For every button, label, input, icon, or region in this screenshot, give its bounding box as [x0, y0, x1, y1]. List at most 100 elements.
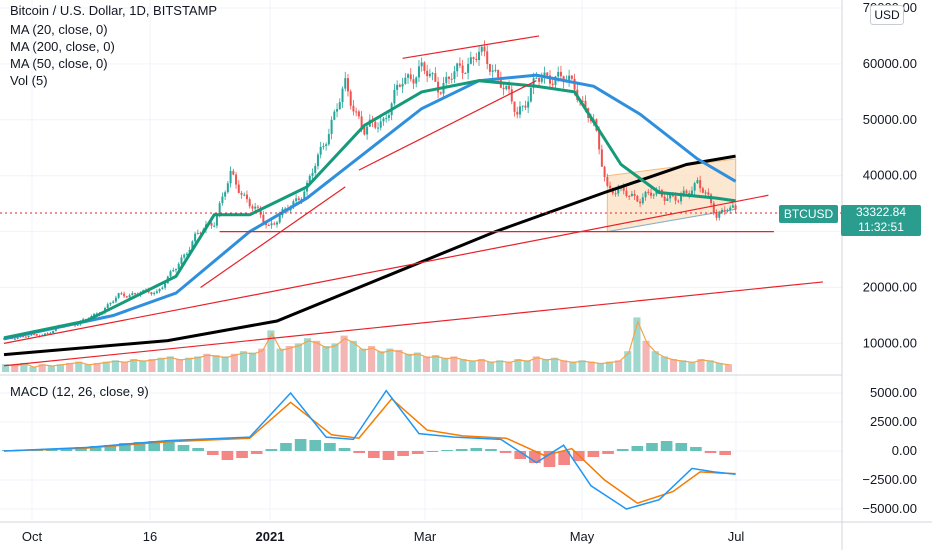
macd-histogram-bar: [660, 441, 673, 451]
candle-body: [352, 105, 355, 112]
candle-body: [292, 201, 295, 208]
candle-body: [346, 78, 349, 92]
candle-body: [336, 108, 339, 112]
candle-body: [314, 166, 317, 173]
candle-body: [52, 330, 55, 334]
macd-histogram-bar: [177, 445, 190, 451]
candle-body: [382, 118, 385, 122]
candle-body: [303, 191, 306, 200]
candle-body: [573, 78, 576, 90]
candle-body: [652, 194, 655, 196]
macd-line: [3, 389, 736, 510]
volume-bar: [303, 338, 312, 372]
volume-bar: [29, 366, 37, 372]
volume-bar: [249, 352, 257, 372]
volume-ma-line: [6, 319, 730, 368]
candle-body: [333, 111, 336, 120]
macd-histogram-bar: [529, 451, 541, 463]
candle-body: [423, 62, 426, 71]
volume-bar: [2, 364, 10, 372]
candle-body: [106, 304, 109, 309]
macd-tick-label: −5000.00: [862, 501, 917, 516]
macd-histogram-bar: [338, 448, 351, 451]
macd-histogram-bar: [411, 451, 424, 454]
candle-body: [461, 65, 464, 73]
candle-body: [128, 295, 131, 298]
volume-bar: [505, 361, 513, 372]
volume-bar: [578, 360, 586, 372]
candle-body: [297, 198, 300, 200]
macd-tick-label: 2500.00: [870, 414, 917, 429]
macd-label[interactable]: MACD (12, 26, close, 9): [10, 384, 149, 399]
candle-body: [401, 83, 404, 87]
time-tick-label: Mar: [414, 529, 437, 544]
volume-bar: [633, 317, 641, 372]
candle-body: [322, 146, 325, 148]
candle-body: [229, 170, 232, 184]
candle-body: [718, 212, 721, 218]
candle-body: [387, 115, 390, 118]
macd-histogram-bar: [470, 448, 483, 451]
time-tick-label: Oct: [22, 529, 43, 544]
candle-body: [177, 263, 180, 270]
candle-body: [412, 79, 415, 84]
candle-body: [467, 63, 470, 73]
indicator-ma20[interactable]: MA (20, close, 0): [10, 22, 108, 37]
volume-bar: [212, 355, 220, 372]
indicator-ma200[interactable]: MA (200, close, 0): [10, 39, 115, 54]
candle-body: [344, 78, 347, 89]
candle-body: [109, 302, 112, 305]
candle-body: [398, 84, 401, 87]
candle-body: [172, 270, 175, 272]
volume-bar: [157, 357, 165, 372]
volume-bar: [267, 330, 275, 372]
volume-bar: [605, 361, 614, 372]
candle-body: [120, 293, 123, 295]
macd-histogram-bar: [646, 443, 658, 451]
currency-button[interactable]: USD: [870, 5, 904, 25]
volume-bar: [111, 360, 119, 372]
candle-body: [308, 175, 311, 183]
candle-body: [341, 88, 344, 103]
candle-body: [325, 144, 328, 147]
volume-bar: [615, 360, 623, 372]
candle-body: [614, 193, 617, 195]
macd-histogram-bar: [704, 451, 717, 453]
candle-body: [715, 213, 718, 218]
candle-body: [385, 117, 388, 119]
volume-bar: [230, 353, 238, 372]
candle-body: [671, 194, 674, 197]
volume-bar: [596, 362, 604, 372]
macd-histogram-bar: [690, 447, 702, 451]
volume-bar: [450, 356, 458, 372]
candle-body: [540, 77, 543, 82]
volume-bar: [276, 348, 284, 372]
macd-pane: [2, 389, 736, 510]
volume-bar: [532, 356, 540, 372]
macd-histogram-bar: [265, 449, 278, 451]
macd-histogram-bar: [719, 451, 731, 455]
candle-body: [276, 222, 278, 225]
volume-bar: [294, 343, 302, 372]
trendline: [200, 186, 346, 288]
volume-bar: [651, 351, 659, 372]
candle-body: [685, 190, 688, 194]
indicator-ma50[interactable]: MA (50, close, 0): [10, 56, 108, 71]
candle-body: [494, 69, 497, 71]
time-tick-label: 2021: [256, 529, 285, 544]
candle-body: [677, 200, 680, 202]
indicator-vol[interactable]: Vol (5): [10, 73, 48, 88]
candle-body: [535, 77, 538, 79]
candle-body: [712, 203, 715, 214]
volume-bar: [551, 357, 559, 372]
candle-body: [450, 78, 453, 80]
candle-body: [196, 232, 199, 234]
volume-bar: [349, 340, 357, 372]
candle-body: [161, 287, 164, 289]
volume-bar: [258, 348, 266, 372]
volume-bar: [560, 360, 568, 372]
last-price-badge: 33322.84 11:32:51: [841, 205, 921, 236]
candle-body: [529, 87, 532, 102]
candle-body: [609, 185, 612, 189]
